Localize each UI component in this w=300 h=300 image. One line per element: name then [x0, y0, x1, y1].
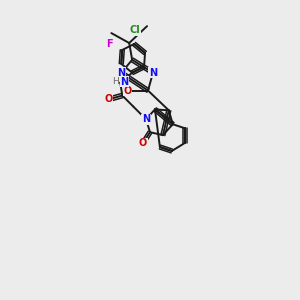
Text: N: N: [120, 76, 128, 87]
Text: O: O: [104, 94, 112, 104]
Text: N: N: [149, 68, 157, 78]
Text: O: O: [139, 138, 147, 148]
Text: N: N: [142, 114, 150, 124]
Text: Cl: Cl: [130, 25, 140, 35]
Text: O: O: [123, 85, 131, 96]
Text: H: H: [112, 77, 119, 86]
Text: N: N: [117, 68, 125, 78]
Text: F: F: [106, 39, 113, 49]
